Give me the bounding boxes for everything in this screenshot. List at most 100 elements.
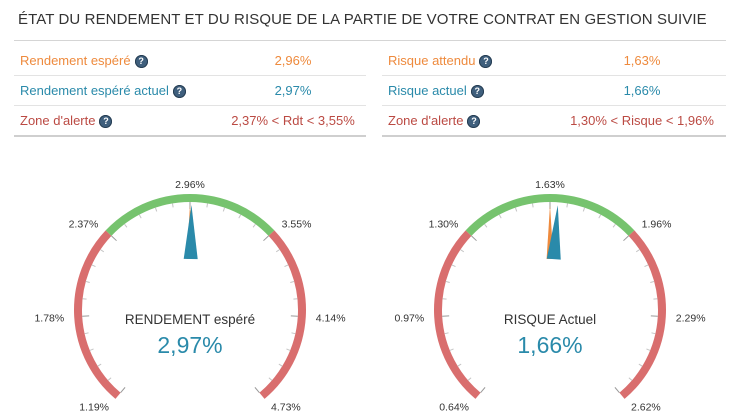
risque-actuel-label: Risque actuel?: [382, 75, 558, 106]
risque-attendu-label: Risque attendu?: [382, 46, 558, 76]
gauge-tick: [445, 280, 450, 283]
alert-zone-low-arc: [74, 230, 121, 399]
gauge-tick: [120, 387, 126, 394]
table-row: Rendement espéré actuel? 2,97%: [14, 75, 366, 106]
rendement-zone-alerte-value: 2,37% < Rdt < 3,55%: [220, 105, 366, 137]
rendement-zone-alerte-label: Zone d'alerte?: [14, 105, 220, 137]
gauge-tick: [650, 280, 655, 283]
risque-zone-alerte-value: 1,30% < Risque < 1,96%: [558, 105, 726, 137]
table-row: Zone d'alerte? 1,30% < Risque < 1,96%: [382, 105, 726, 137]
gauge-tick: [124, 223, 128, 228]
gauge-tick: [97, 363, 102, 367]
gauge-tick: [444, 332, 449, 335]
target-zone-arc: [465, 194, 635, 236]
gauge-value: 1,66%: [517, 332, 582, 358]
gauge-tick: [582, 207, 586, 212]
rendement-espere-actuel-label: Rendement espéré actuel?: [14, 75, 220, 106]
gauge-tick: [252, 223, 256, 228]
tick-label: 2.29%: [676, 312, 706, 324]
help-icon[interactable]: ?: [479, 55, 493, 69]
gauge-tick: [206, 203, 209, 208]
gauge-tick: [531, 203, 534, 208]
rendement-espere-actuel-value: 2,97%: [220, 75, 366, 106]
gauge-tick: [278, 363, 283, 367]
alert-zone-high-arc: [259, 230, 306, 399]
rendement-espere-value: 2,96%: [220, 46, 366, 76]
alert-zone-low-arc: [434, 230, 481, 399]
page-title: ÉTAT DU RENDEMENT ET DU RISQUE DE LA PAR…: [18, 11, 707, 28]
gauge-tick: [635, 249, 640, 253]
gauge-tick: [471, 235, 477, 242]
gauge-tick: [498, 214, 502, 219]
gauge-tick: [566, 203, 569, 208]
table-row: Risque actuel? 1,66%: [382, 75, 726, 106]
gauge-tick: [644, 264, 649, 268]
gauge-tick: [286, 348, 291, 351]
gauge-tick: [484, 223, 488, 228]
tick-label: 4.14%: [316, 312, 346, 324]
gauge-tick: [638, 363, 643, 367]
gauge-tick: [480, 387, 486, 394]
tick-label: 1.30%: [429, 219, 459, 231]
gauge-tick: [107, 377, 112, 381]
tick-label: 1.96%: [642, 219, 672, 231]
tick-label: 2.96%: [175, 179, 205, 191]
gauge-tick: [263, 235, 269, 242]
gauge-tick: [138, 214, 142, 219]
gauge-tick: [275, 249, 280, 253]
rendement-espere-label: Rendement espéré?: [14, 46, 220, 76]
gauge-tick: [451, 264, 456, 268]
gauge-tick: [100, 249, 105, 253]
help-icon[interactable]: ?: [172, 85, 186, 99]
gauge-tick: [457, 363, 462, 367]
actual-needle: [183, 205, 198, 260]
tick-label: 2.37%: [69, 219, 99, 231]
tick-label: 3.55%: [282, 219, 312, 231]
help-icon[interactable]: ?: [99, 115, 113, 129]
gauge-tick: [154, 207, 158, 212]
gauge-tick: [254, 387, 260, 394]
gauge-tick: [460, 249, 465, 253]
gauge-tick: [614, 387, 620, 394]
gauge-caption: RENDEMENT espéré: [125, 312, 255, 327]
gauge-tick: [84, 332, 89, 335]
gauge-tick: [291, 332, 296, 335]
gauge-tick: [612, 223, 616, 228]
table-row: Rendement espéré? 2,96%: [14, 46, 366, 76]
risque-actuel-value: 1,66%: [558, 75, 726, 106]
gauge-tick: [449, 348, 454, 351]
gauge-tick: [268, 377, 273, 381]
rendement-gauge: 1.19% 1.78% 2.37% 2.96% 3.55% 4.14% 4.73% REND…: [34, 179, 345, 414]
help-icon[interactable]: ?: [134, 55, 148, 69]
table-row: Zone d'alerte? 2,37% < Rdt < 3,55%: [14, 105, 366, 137]
gauge-tick: [85, 280, 90, 283]
gauge-tick: [290, 280, 295, 283]
tick-label: 0.97%: [394, 312, 424, 324]
gauge-tick: [222, 207, 226, 212]
table-row: Risque attendu? 1,63%: [382, 46, 726, 76]
gauge-tick: [628, 377, 633, 381]
tick-label: 4.73%: [271, 402, 301, 414]
rendement-table: Rendement espéré? 2,96% Rendement espéré…: [14, 46, 366, 137]
gauge-tick: [651, 332, 656, 335]
tick-label: 1.78%: [34, 312, 64, 324]
gauge-tick: [598, 214, 602, 219]
gauge-tick: [89, 348, 94, 351]
risque-zone-alerte-label: Zone d'alerte?: [382, 105, 558, 137]
alert-zone-high-arc: [619, 230, 666, 399]
gauge-tick: [646, 348, 651, 351]
gauge-tick: [467, 377, 472, 381]
gauge-tick: [623, 235, 629, 242]
gauge-tick: [91, 264, 96, 268]
tick-label: 1.63%: [535, 179, 565, 191]
risque-gauge: 0.64% 0.97% 1.30% 1.63% 1.96% 2.29% 2.62% RISQ…: [394, 179, 705, 414]
gauge-tick: [284, 264, 289, 268]
help-icon[interactable]: ?: [470, 85, 484, 99]
title-divider: [14, 40, 726, 41]
tick-label: 0.64%: [439, 402, 469, 414]
tick-label: 1.19%: [79, 402, 109, 414]
risque-attendu-value: 1,63%: [558, 46, 726, 76]
target-zone-arc: [105, 194, 275, 236]
gauge-caption: RISQUE Actuel: [504, 312, 596, 327]
help-icon[interactable]: ?: [467, 115, 481, 129]
